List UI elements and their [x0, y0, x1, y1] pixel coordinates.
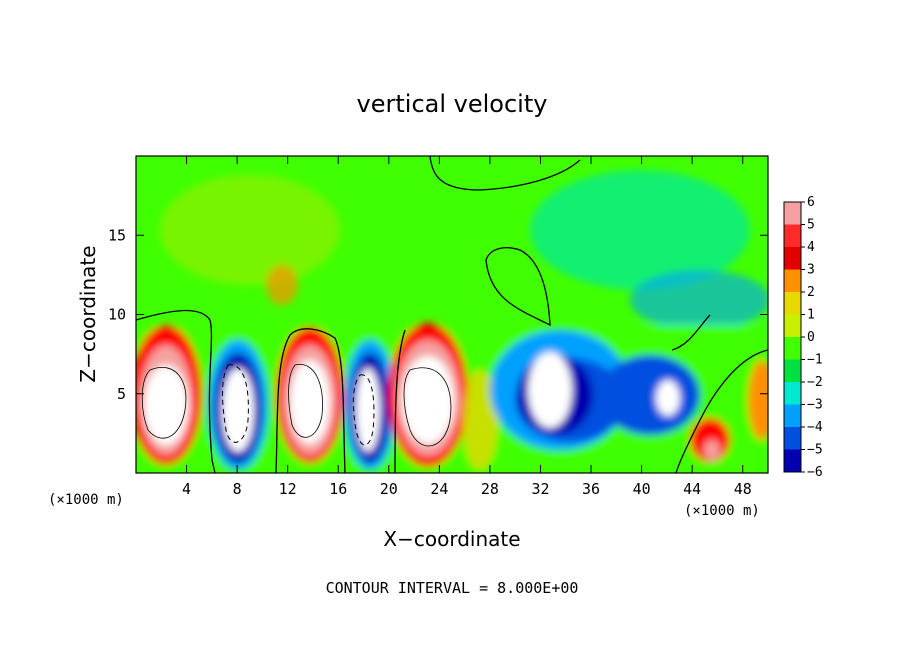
colorbar-label: 6 — [807, 195, 815, 210]
x-tick-label: 16 — [329, 480, 347, 498]
colorbar-label: −1 — [807, 353, 823, 368]
y-tick-label: 5 — [117, 385, 126, 403]
colorbar-swatch — [784, 202, 801, 225]
x-tick-label: 12 — [279, 480, 297, 498]
y-tick-label: 15 — [108, 226, 126, 244]
colorbar: 6 5 4 3 2 1 0 −1 −2 −3 −4 −5 −6 — [783, 195, 823, 480]
colorbar-swatch — [784, 404, 801, 427]
colorbar-label: −6 — [807, 465, 823, 480]
y-axis-ticks: 5 10 15 — [108, 226, 768, 403]
colorbar-swatch — [784, 382, 801, 405]
colorbar-label: 4 — [807, 240, 815, 255]
colorbar-label: −4 — [807, 420, 823, 435]
velocity-field — [136, 156, 768, 473]
x-tick-label: 48 — [734, 480, 752, 498]
colorbar-swatch — [784, 359, 801, 382]
colorbar-swatch — [784, 427, 801, 450]
x-tick-label: 24 — [430, 480, 448, 498]
x-axis-ticks: 4 8 12 16 20 24 28 32 36 40 44 48 — [182, 156, 752, 498]
colorbar-label: −3 — [807, 398, 823, 413]
x-unit-label-right: (×1000 m) — [684, 503, 760, 519]
colorbar-label: 3 — [807, 263, 815, 278]
colorbar-label: −5 — [807, 443, 823, 458]
x-tick-label: 40 — [633, 480, 651, 498]
colorbar-swatch — [784, 449, 801, 472]
contour-interval-text: CONTOUR INTERVAL = 8.000E+00 — [326, 579, 579, 597]
colorbar-swatch — [784, 292, 801, 315]
colorbar-swatch — [784, 224, 801, 247]
x-tick-label: 44 — [683, 480, 701, 498]
x-tick-label: 4 — [182, 480, 191, 498]
colorbar-swatch — [784, 337, 801, 360]
y-axis-label: Z−coordinate — [76, 245, 100, 382]
x-tick-label: 8 — [233, 480, 242, 498]
x-unit-label-left: (×1000 m) — [48, 492, 124, 508]
colorbar-swatch — [784, 269, 801, 292]
x-tick-label: 28 — [481, 480, 499, 498]
colorbar-swatch — [784, 247, 801, 270]
colorbar-label: 0 — [807, 330, 815, 345]
colorbar-label: 1 — [807, 308, 815, 323]
y-tick-label: 10 — [108, 306, 126, 324]
colorbar-label: 5 — [807, 218, 815, 233]
chart-title: vertical velocity — [357, 90, 548, 118]
x-axis-label: X−coordinate — [383, 527, 520, 551]
colorbar-label: −2 — [807, 375, 823, 390]
colorbar-swatch — [784, 314, 801, 337]
x-tick-label: 20 — [380, 480, 398, 498]
x-tick-label: 32 — [531, 480, 549, 498]
x-tick-label: 36 — [582, 480, 600, 498]
colorbar-label: 2 — [807, 285, 815, 300]
